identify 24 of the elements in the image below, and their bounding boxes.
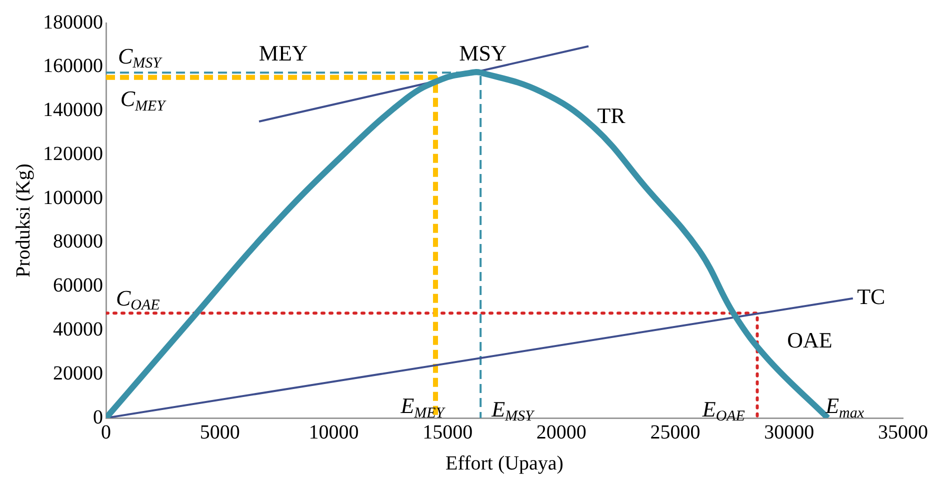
x-tick-label: 30000 [764,421,814,444]
y-tick-label: 80000 [53,230,103,253]
x-tick-label: 5000 [200,421,240,444]
y-tick-label: 140000 [43,99,103,122]
x-tick-label: 15000 [422,421,473,444]
y-axis-title: Produksi (Kg) [12,164,34,278]
y-tick-label: 20000 [53,362,103,384]
y-tick-label: 120000 [43,142,103,165]
y-tick-label: 100000 [43,186,103,209]
x-tick-label: 10000 [308,421,359,444]
annotation: MEY [258,40,308,66]
x-tick-label: 25000 [650,421,700,444]
y-tick-label: 160000 [43,55,103,78]
annotation: OAE [787,328,832,353]
x-axis-title: Effort (Upaya) [446,452,564,474]
annotation: TC [857,284,886,310]
x-tick-label: 20000 [536,421,586,444]
annotation: MSY [459,40,507,66]
y-tick-label: 0 [93,406,103,428]
x-tick-label: 35000 [878,421,928,444]
y-tick-label: 60000 [53,274,103,297]
annotation: TR [597,103,626,128]
y-tick-label: 40000 [53,318,103,340]
y-tick-label: 180000 [43,11,103,34]
